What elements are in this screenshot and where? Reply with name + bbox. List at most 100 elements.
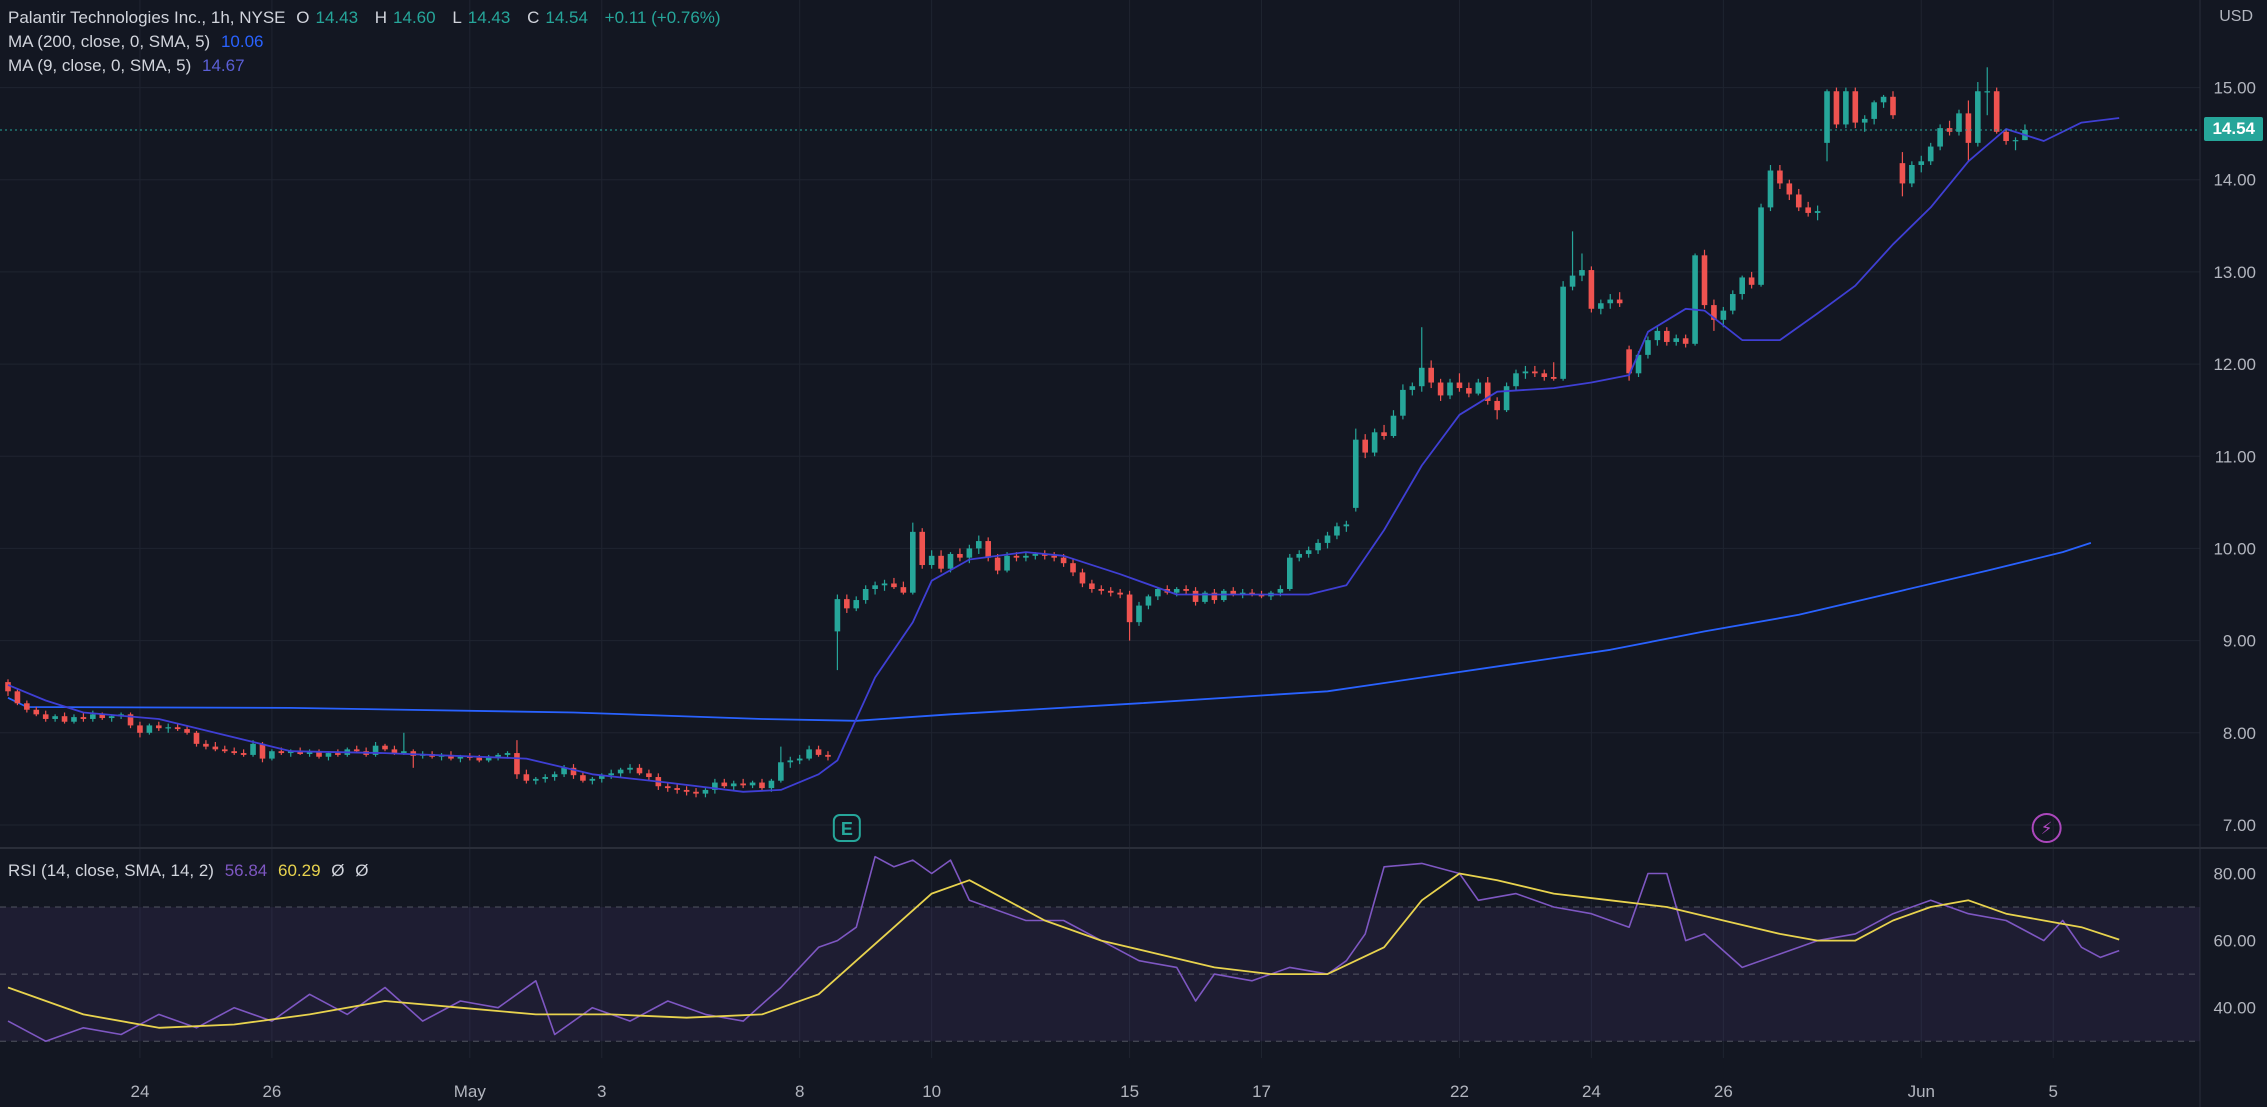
candle-body bbox=[231, 751, 237, 754]
candle-body bbox=[815, 749, 822, 755]
candle-body bbox=[1221, 590, 1227, 601]
candle-body bbox=[1729, 294, 1736, 311]
candle-body bbox=[90, 714, 96, 719]
candle-body bbox=[193, 732, 200, 744]
candle-body bbox=[174, 727, 181, 730]
time-tick-label: 8 bbox=[795, 1082, 804, 1101]
ma9-label[interactable]: MA (9, close, 0, SMA, 5) bbox=[8, 56, 192, 75]
change-value: +0.11 (+0.76%) bbox=[604, 8, 721, 27]
candle-body bbox=[1230, 590, 1237, 595]
candle-body bbox=[24, 703, 30, 710]
candle-body bbox=[259, 743, 266, 759]
candle-body bbox=[1381, 432, 1387, 436]
rsi-tick-label: 40.00 bbox=[2213, 999, 2256, 1018]
candle-body bbox=[1371, 432, 1378, 453]
candle-body bbox=[1315, 542, 1321, 551]
candle-body bbox=[1711, 305, 1717, 320]
candle-body bbox=[627, 767, 633, 770]
candle-body bbox=[1569, 275, 1576, 287]
price-tick-label: 15.00 bbox=[2213, 79, 2256, 98]
candle-body bbox=[1871, 102, 1877, 119]
candle-body bbox=[891, 583, 897, 588]
candle-body bbox=[646, 773, 652, 778]
candle-body bbox=[382, 745, 388, 750]
candle-body bbox=[156, 725, 162, 729]
candle-body bbox=[1616, 299, 1623, 304]
candle-body bbox=[1258, 594, 1265, 597]
candle-body bbox=[1484, 382, 1491, 401]
candle-body bbox=[1909, 164, 1915, 184]
time-tick-label: 17 bbox=[1252, 1082, 1271, 1101]
candle-body bbox=[457, 756, 464, 759]
rsi-lines bbox=[7, 855, 2120, 1042]
candle-body bbox=[250, 743, 256, 755]
candle-body bbox=[52, 716, 58, 719]
candle-body bbox=[862, 588, 869, 601]
candle-body bbox=[900, 587, 907, 593]
symbol-label[interactable]: Palantir Technologies Inc., 1h, NYSE bbox=[8, 8, 286, 27]
candle-body bbox=[108, 716, 115, 719]
candle-body bbox=[203, 743, 209, 747]
candle-body bbox=[749, 782, 756, 786]
low-value: 14.43 bbox=[467, 8, 511, 27]
candle-body bbox=[947, 553, 954, 569]
candle-body bbox=[448, 754, 454, 759]
candle-body bbox=[1211, 592, 1218, 601]
candle-body bbox=[146, 725, 153, 733]
candle-body bbox=[1437, 382, 1444, 396]
candle-body bbox=[1287, 557, 1293, 589]
candle-body bbox=[1409, 386, 1416, 390]
candle-body bbox=[1777, 170, 1783, 184]
time-tick-label: May bbox=[454, 1082, 487, 1101]
candle-body bbox=[1155, 588, 1161, 597]
close-value: 14.54 bbox=[545, 8, 588, 27]
time-tick-label: 26 bbox=[1714, 1082, 1733, 1101]
candle-body bbox=[570, 767, 577, 776]
candle-body bbox=[1418, 367, 1425, 387]
candle-body bbox=[523, 774, 530, 781]
candle-body bbox=[806, 749, 812, 759]
candle-body bbox=[1635, 354, 1642, 374]
candle-body bbox=[1334, 526, 1340, 536]
candle-body bbox=[1051, 555, 1057, 558]
candle-body bbox=[2012, 140, 2019, 142]
candle-body bbox=[985, 541, 991, 558]
candle-body bbox=[1070, 563, 1076, 573]
candle-body bbox=[1664, 330, 1670, 342]
candle-body bbox=[504, 753, 511, 755]
candle-body bbox=[1456, 382, 1463, 389]
ma200-value: 10.06 bbox=[220, 32, 264, 51]
candle-body bbox=[1352, 439, 1359, 508]
candle-body bbox=[608, 773, 614, 776]
candle-body bbox=[580, 775, 586, 781]
candle-body bbox=[1626, 349, 1632, 374]
candle-body bbox=[1145, 596, 1152, 606]
rsi-label[interactable]: RSI (14, close, SMA, 14, 2) bbox=[8, 861, 214, 880]
ma9-value: 14.67 bbox=[202, 56, 245, 75]
candle-body bbox=[919, 531, 926, 566]
candle-body bbox=[844, 599, 850, 609]
candle-body bbox=[1701, 255, 1708, 306]
candle-body bbox=[994, 557, 1001, 571]
candle-body bbox=[1956, 113, 1962, 132]
candle-body bbox=[5, 682, 11, 692]
candle-body bbox=[14, 691, 21, 704]
candle-body bbox=[240, 753, 247, 755]
candle-body bbox=[1645, 340, 1651, 355]
candle-body bbox=[825, 754, 831, 757]
candle-body bbox=[966, 548, 973, 558]
ma200-label[interactable]: MA (200, close, 0, SMA, 5) bbox=[8, 32, 211, 51]
candle-body bbox=[1532, 371, 1538, 374]
price-tick-label: 14.00 bbox=[2213, 171, 2256, 190]
candle-body bbox=[1362, 439, 1368, 453]
candle-body bbox=[1503, 386, 1510, 411]
time-tick-label: 3 bbox=[597, 1082, 606, 1101]
candle-body bbox=[1296, 553, 1303, 558]
candle-body bbox=[1899, 163, 1906, 184]
candle-body bbox=[740, 783, 746, 786]
candle-body bbox=[1475, 382, 1482, 394]
event-markers[interactable]: E ⚡ bbox=[832, 813, 2062, 843]
candle-body bbox=[617, 769, 624, 774]
candle-body bbox=[467, 756, 473, 758]
